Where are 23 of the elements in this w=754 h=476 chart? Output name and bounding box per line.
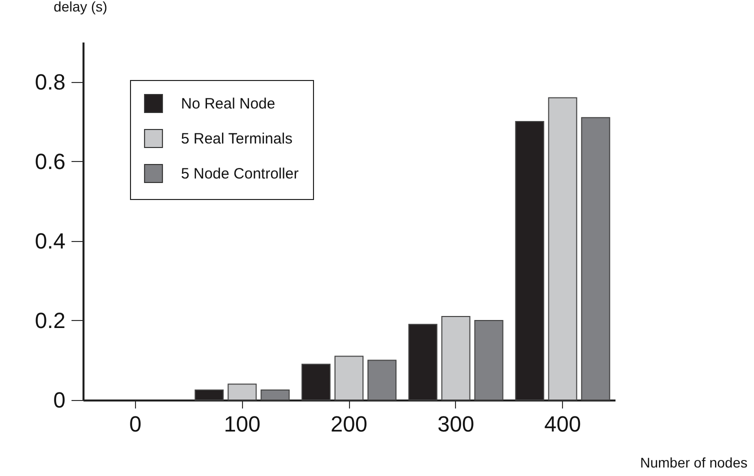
bar (548, 97, 578, 400)
legend-label: 5 Real Terminals (181, 130, 292, 148)
bar (474, 320, 504, 400)
x-tick-label: 0 (129, 412, 142, 436)
x-tick-label: 200 (330, 412, 368, 436)
x-tick-label: 100 (224, 412, 261, 436)
x-tick-label: 300 (437, 412, 474, 436)
x-tick-label: 400 (544, 412, 582, 436)
bar (441, 316, 470, 400)
bar (367, 360, 397, 400)
bar (581, 117, 610, 400)
y-tick-label: 0.2 (34, 308, 66, 333)
bar (334, 356, 364, 400)
bar (260, 390, 290, 400)
x-axis-title: Number of nodes (640, 454, 748, 470)
bar (228, 384, 257, 400)
y-tick-label: 0.6 (34, 148, 66, 174)
y-tick-label: 0 (53, 388, 66, 412)
legend-label: No Real Node (181, 96, 276, 112)
y-axis-title: delay (s) (54, 0, 108, 14)
y-tick-label: 0.8 (34, 69, 66, 94)
y-tick-label: 0.4 (34, 228, 66, 254)
legend-label: 5 Node Controller (181, 166, 299, 182)
